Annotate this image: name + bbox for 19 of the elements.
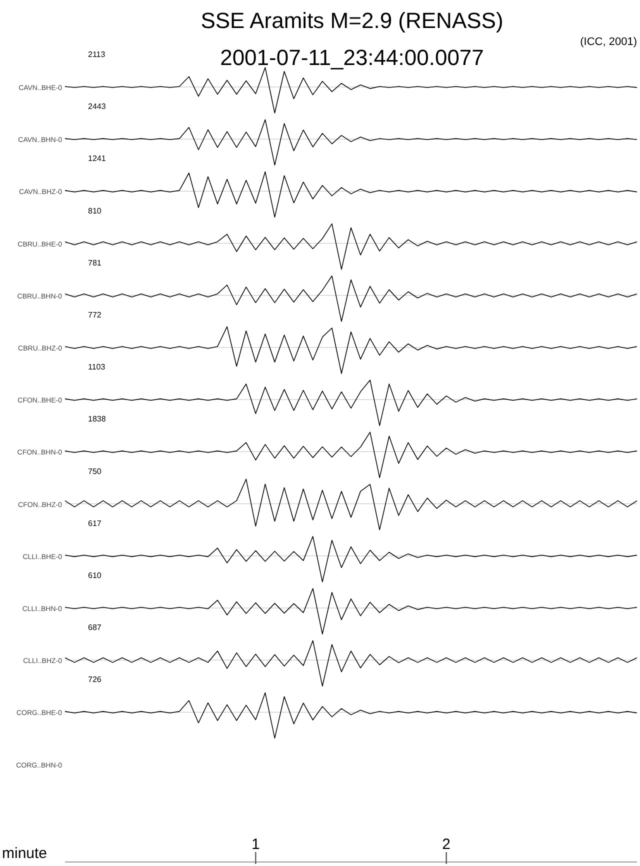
annotation: 726 xyxy=(88,675,102,684)
annotation: 1241 xyxy=(88,154,106,164)
annotation: 687 xyxy=(88,623,102,632)
chart-subtitle: 2001-07-11_23:44:00.0077 xyxy=(220,45,484,70)
x-tick-label: 2 xyxy=(442,836,451,853)
annotation: 617 xyxy=(88,518,102,528)
annotation: 810 xyxy=(88,206,102,216)
annotation: 781 xyxy=(88,258,102,268)
text: (ICC, 2001) xyxy=(580,36,637,48)
annotation: 1103 xyxy=(88,362,106,372)
text: 2113 xyxy=(88,50,106,59)
annotation: 750 xyxy=(88,466,102,476)
annotation: 772 xyxy=(88,310,102,320)
annotation: 610 xyxy=(88,571,102,580)
chart-title: SSE Aramits M=2.9 (RENASS) xyxy=(200,8,504,33)
x-axis-title: minute xyxy=(2,845,48,862)
annotation: 1838 xyxy=(88,414,106,424)
annotation: 2443 xyxy=(88,102,106,112)
x-tick-label: 1 xyxy=(251,836,260,853)
